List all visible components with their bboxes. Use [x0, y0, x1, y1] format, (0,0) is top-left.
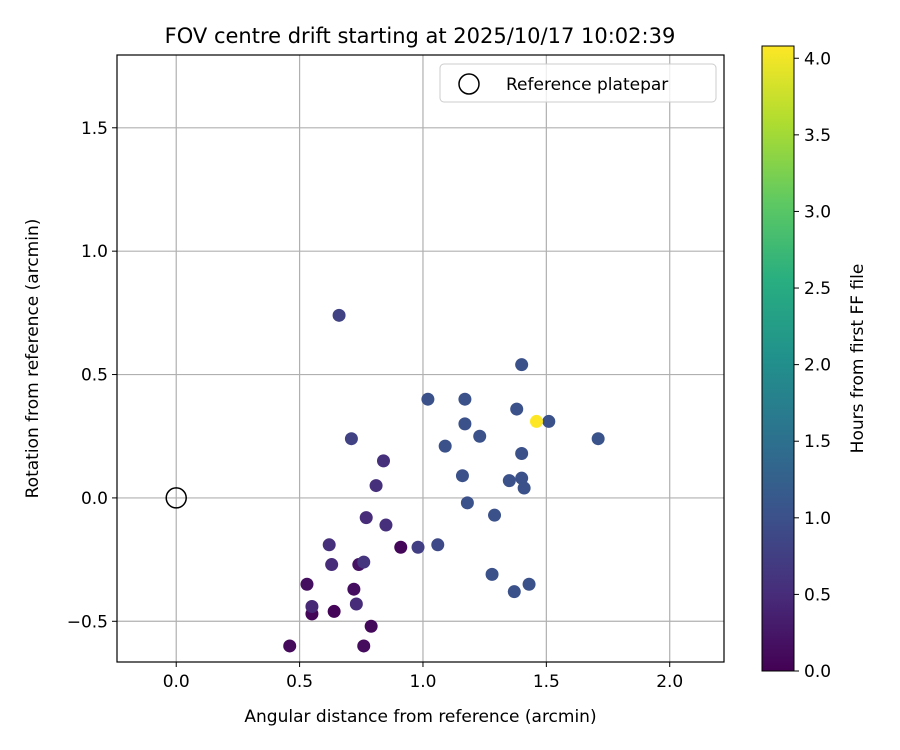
data-point [517, 481, 531, 495]
data-point [349, 597, 363, 611]
y-tick-label: −0.5 [67, 612, 108, 632]
data-point [458, 392, 472, 406]
colorbar-tick-label: 4.0 [804, 49, 831, 69]
data-point [394, 540, 408, 554]
data-point [488, 508, 502, 522]
data-point [460, 496, 474, 510]
data-point [515, 471, 529, 485]
y-axis-ticks: −0.5 0.0 0.5 1.0 1.5 [67, 119, 117, 632]
x-tick-label: 0.5 [286, 672, 313, 692]
y-axis-label: Rotation from reference (arcmin) [23, 219, 43, 499]
x-tick-label: 0.0 [163, 672, 190, 692]
legend-reference-marker [458, 73, 480, 95]
data-point [431, 538, 445, 552]
data-point [502, 474, 516, 488]
x-tick-label: 2.0 [656, 672, 683, 692]
reference-marker [165, 487, 187, 509]
plot-frame [116, 54, 725, 663]
colorbar-tick-label: 0.5 [804, 585, 831, 605]
data-points [283, 308, 605, 653]
x-axis-label: Angular distance from reference (arcmin) [244, 707, 596, 727]
colorbar-tick-label: 3.0 [804, 202, 831, 222]
colorbar-tick-label: 0.0 [804, 662, 831, 682]
legend-box [439, 63, 717, 103]
data-point [359, 511, 373, 525]
data-point [515, 358, 529, 372]
colorbar-tick-label: 2.5 [804, 279, 831, 299]
data-point [332, 308, 346, 322]
data-point [421, 392, 435, 406]
data-point [357, 639, 371, 653]
colorbar-gradient [762, 46, 794, 671]
data-point [458, 417, 472, 431]
data-point [542, 414, 556, 428]
colorbar-label: Hours from first FF file [848, 264, 868, 454]
colorbar: 0.0 0.5 1.0 1.5 2.0 2.5 3.0 3.5 4.0 Hours from f… [761, 45, 868, 682]
data-point [305, 599, 319, 613]
data-point [411, 540, 425, 554]
y-tick-label: 0.0 [81, 489, 108, 509]
colorbar-tick-label: 2.0 [804, 356, 831, 376]
data-point [515, 446, 529, 460]
data-point [455, 469, 469, 483]
data-point [591, 432, 605, 446]
y-tick-label: 1.5 [81, 119, 108, 139]
data-point [379, 518, 393, 532]
data-point [344, 432, 358, 446]
data-point [325, 558, 339, 572]
legend-entry-reference: Reference platepar [506, 75, 668, 95]
data-point [438, 439, 452, 453]
colorbar-tick-label: 3.5 [804, 126, 831, 146]
data-point [376, 454, 390, 468]
data-point [510, 402, 524, 416]
data-point [485, 567, 499, 581]
x-tick-label: 1.0 [409, 672, 436, 692]
reference-platepar-marker [165, 487, 187, 509]
data-point [529, 414, 543, 428]
data-point [322, 538, 336, 552]
grid-lines [117, 55, 724, 662]
data-point [522, 577, 536, 591]
data-point [473, 429, 487, 443]
y-tick-label: 1.0 [81, 242, 108, 262]
colorbar-tick-label: 1.0 [804, 509, 831, 529]
data-point [364, 619, 378, 633]
colorbar-tick-label: 1.5 [804, 432, 831, 452]
data-point [369, 479, 383, 493]
y-tick-label: 0.5 [81, 366, 108, 386]
x-tick-label: 1.5 [533, 672, 560, 692]
colorbar-ticks: 0.0 0.5 1.0 1.5 2.0 2.5 3.0 3.5 4.0 [794, 49, 831, 682]
data-point [300, 577, 314, 591]
colorbar-frame [761, 45, 795, 672]
data-point [347, 582, 361, 596]
legend: Reference platepar [439, 63, 717, 103]
x-axis-ticks: 0.0 0.5 1.0 1.5 2.0 [163, 662, 683, 692]
data-point [283, 639, 297, 653]
chart-title: FOV centre drift starting at 2025/10/17 … [165, 24, 676, 48]
data-point [357, 555, 371, 569]
data-point [327, 604, 341, 618]
data-point [507, 585, 521, 599]
